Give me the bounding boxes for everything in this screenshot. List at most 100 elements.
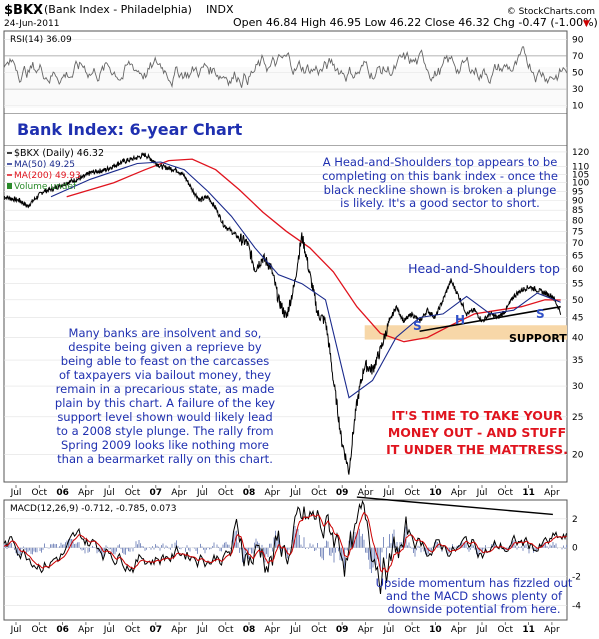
hs-head-label: H bbox=[455, 313, 465, 327]
legend-volume: Volume undef bbox=[14, 182, 77, 192]
x-axis-label: Oct bbox=[404, 488, 420, 498]
macd-line bbox=[3, 499, 567, 595]
support-zone bbox=[364, 325, 567, 340]
x-axis-label: 10 bbox=[429, 488, 442, 498]
price-y-tick-label: 55 bbox=[572, 280, 583, 290]
x-axis-label: Oct bbox=[311, 625, 327, 635]
x-axis-label: 10 bbox=[429, 625, 442, 635]
annotation-left-line-6: plain by this chart. A failure of the ke… bbox=[55, 396, 275, 410]
annotation-left-line-2: despite being given a reprieve by bbox=[68, 340, 262, 354]
x-axis-label: Oct bbox=[404, 625, 420, 635]
annotation-left: Many banks are insolvent and so, despite… bbox=[55, 326, 275, 466]
annotation-top: A Head-and-Shoulders top appears to be c… bbox=[322, 155, 558, 210]
x-axis-label: Apr bbox=[544, 625, 560, 635]
x-axis-top: Jul Oct 06 Apr Jul Oct 07 Apr Jul Oct 08 Apr Jul Oct 0… bbox=[10, 485, 560, 498]
x-axis-label: Jul bbox=[476, 625, 488, 635]
rsi-y-tick-label: 70 bbox=[572, 52, 584, 62]
price-line bbox=[3, 152, 562, 475]
x-axis-label: Oct bbox=[218, 625, 234, 635]
hs-right-shoulder-label: S bbox=[536, 307, 545, 321]
price-y-tick-label: 85 bbox=[572, 206, 583, 216]
annotation-red-line-3: IT UNDER THE MATTRESS. bbox=[386, 442, 568, 457]
exchange: INDX bbox=[206, 3, 234, 16]
x-axis-label: 09 bbox=[336, 488, 349, 498]
macd-y-tick-label: -4 bbox=[572, 602, 581, 612]
x-axis-label: 08 bbox=[243, 488, 256, 498]
x-axis-label: 11 bbox=[522, 625, 535, 635]
ohlc-readout: Open 46.84 High 46.95 Low 46.22 Close 46… bbox=[233, 16, 598, 29]
price-grid bbox=[4, 151, 567, 455]
x-axis-label: Oct bbox=[498, 488, 514, 498]
price-y-tick-label: 80 bbox=[572, 216, 584, 226]
x-axis-label: Apr bbox=[265, 488, 281, 498]
copyright: © StockCharts.com bbox=[507, 7, 595, 17]
x-axis-label: 11 bbox=[522, 488, 535, 498]
rsi-y-tick-label: 50 bbox=[572, 69, 584, 79]
x-axis-label: Apr bbox=[78, 488, 94, 498]
x-axis-label: Jul bbox=[103, 488, 115, 498]
macd-trendline bbox=[356, 496, 553, 516]
x-axis-label: Oct bbox=[218, 488, 234, 498]
rsi-y-axis: 90 70 50 30 10 bbox=[572, 35, 584, 111]
rsi-panel: RSI(14) 36.09 90 70 50 30 10 bbox=[3, 30, 584, 115]
x-axis-label: Oct bbox=[125, 488, 141, 498]
x-axis-label: Oct bbox=[125, 625, 141, 635]
x-axis-label: Jul bbox=[382, 488, 394, 498]
price-y-tick-label: 120 bbox=[572, 148, 589, 158]
annotation-top-line-4: is likely. It's a good sector to short. bbox=[340, 196, 540, 210]
rsi-band bbox=[4, 67, 567, 108]
x-axis-label: 09 bbox=[336, 625, 349, 635]
x-axis-label: 06 bbox=[56, 625, 69, 635]
x-axis-label: Jul bbox=[10, 625, 22, 635]
annotation-left-line-10: than a bearmarket rally on this chart. bbox=[57, 452, 273, 466]
price-y-tick-label: 30 bbox=[572, 382, 584, 392]
x-axis-label: Jul bbox=[382, 625, 394, 635]
x-axis-label: Apr bbox=[171, 625, 187, 635]
macd-label: MACD(12,26,9) -0.712, -0.785, 0.073 bbox=[10, 504, 176, 514]
macd-y-tick-label: 0 bbox=[572, 544, 578, 554]
change-down-icon: ▼ bbox=[583, 19, 590, 29]
x-axis-label: Jul bbox=[476, 488, 488, 498]
x-axis-label: 08 bbox=[243, 625, 256, 635]
hs-annotation: Head-and-Shoulders top bbox=[408, 261, 560, 276]
macd-annotation-line-2: and the MACD shows plenty of bbox=[386, 589, 563, 603]
price-y-tick-label: 105 bbox=[572, 170, 589, 180]
x-axis-label: Apr bbox=[171, 488, 187, 498]
annotation-left-line-5: remain in a precarious state, as made bbox=[56, 382, 275, 396]
x-axis-label: Apr bbox=[451, 625, 467, 635]
x-axis-label: Oct bbox=[32, 488, 48, 498]
annotation-left-line-1: Many banks are insolvent and so, bbox=[69, 326, 262, 340]
annotation-left-line-9: Spring 2009 looks like nothing more bbox=[61, 438, 269, 452]
x-axis-label: Jul bbox=[196, 625, 208, 635]
annotation-left-line-3: being able to feast on the carcasses bbox=[61, 354, 269, 368]
price-y-tick-label: 35 bbox=[572, 356, 583, 366]
chart-title: Bank Index: 6-year Chart bbox=[17, 120, 243, 139]
price-y-tick-label: 75 bbox=[572, 227, 583, 237]
x-axis-label: 07 bbox=[150, 625, 163, 635]
x-axis-bottom: Jul Oct 06 Apr Jul Oct 07 Apr Jul Oct 08 Apr Jul Oct 0… bbox=[10, 622, 560, 635]
x-axis-label: Jul bbox=[196, 488, 208, 498]
annotation-red-line-2: MONEY OUT - AND STUFF bbox=[388, 425, 566, 440]
legend: $BKX (Daily) 46.32 MA(50) 49.25 MA(200) … bbox=[7, 148, 104, 192]
neckline bbox=[419, 305, 561, 333]
chart-header: $BKX (Bank Index - Philadelphia) INDX 24… bbox=[4, 3, 598, 29]
price-y-tick-label: 100 bbox=[572, 179, 589, 189]
annotation-left-line-8: to a 2008 style plunge. The rally from bbox=[56, 424, 273, 438]
macd-panel-frame bbox=[3, 499, 568, 621]
macd-panel: MACD(12,26,9) -0.712, -0.785, 0.073 2 0 -2… bbox=[3, 496, 581, 621]
annotation-red: IT'S TIME TO TAKE YOUR MONEY OUT - AND S… bbox=[386, 408, 568, 457]
price-y-tick-label: 70 bbox=[572, 239, 584, 249]
price-y-tick-label: 65 bbox=[572, 251, 583, 261]
x-axis-label: Oct bbox=[32, 625, 48, 635]
macd-y-tick-label: -2 bbox=[572, 573, 581, 583]
macd-annotation-line-3: downside potential from here. bbox=[387, 602, 560, 616]
x-axis-label: Oct bbox=[498, 625, 514, 635]
x-axis-label: Jul bbox=[289, 488, 301, 498]
x-axis-label: Apr bbox=[358, 625, 374, 635]
x-axis-label: 06 bbox=[56, 488, 69, 498]
price-title-area bbox=[4, 114, 567, 145]
price-y-tick-label: 95 bbox=[572, 187, 583, 197]
legend-price: $BKX (Daily) 46.32 bbox=[14, 148, 104, 159]
chart-date: 24-Jun-2011 bbox=[4, 19, 59, 29]
